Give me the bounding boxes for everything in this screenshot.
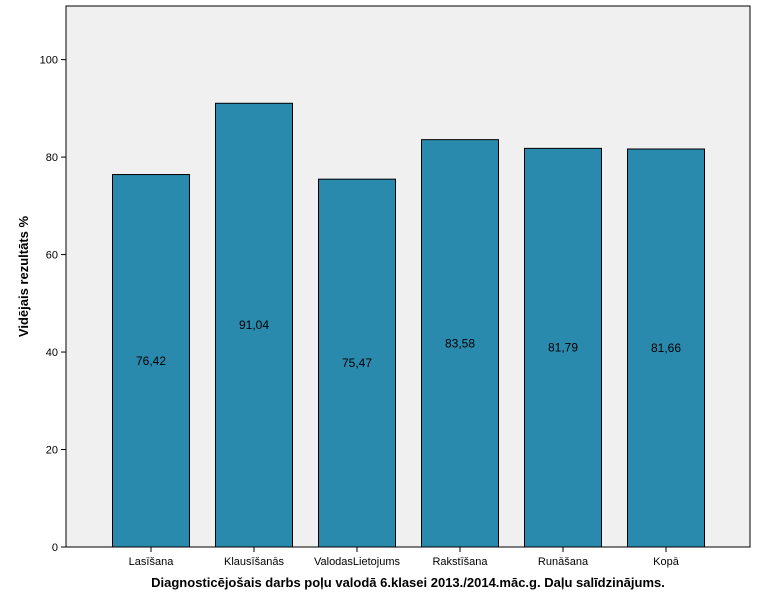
bar-value-label: 81,66 [651,341,681,355]
x-tick-label: Lasīšana [129,556,175,568]
y-tick-label: 60 [46,250,58,262]
x-tick-label: Rakstīšana [432,556,488,568]
bar-3 [421,139,499,548]
bar-value-label: 83,58 [445,336,475,350]
bar-5 [627,148,705,548]
x-tick-label: ValodasLietojums [314,556,401,568]
y-tick-label: 80 [46,152,58,164]
x-axis: Lasīšana Klausīšanās ValodasLietojums Rakst… [129,547,680,568]
y-tick-label: 40 [46,347,58,359]
bar-2 [318,178,396,548]
x-tick-label: Kopā [653,556,680,568]
bar-value-label: 76,42 [136,354,166,368]
y-tick-label: 0 [52,542,58,554]
y-tick-label: 100 [40,55,58,67]
y-tick-label: 20 [46,445,58,457]
bar-4 [524,147,602,548]
bar-0 [112,174,190,548]
bar-1 [215,102,293,548]
x-axis-title: Diagnosticējošais darbs poļu valodā 6.kl… [151,575,665,590]
data-labels-group: 76,42 91,04 75,47 83,58 81,79 81,66 [136,318,681,370]
x-tick-label: Runāšana [538,556,589,568]
bar-value-label: 75,47 [342,356,372,370]
y-axis: 0 20 40 60 80 100 [40,55,66,554]
bars-group [112,102,705,548]
x-tick-label: Klausīšanās [224,556,284,568]
bar-value-label: 81,79 [548,341,578,355]
y-axis-title: Vidējais rezultāts % [16,215,31,337]
bar-value-label: 91,04 [239,318,269,332]
